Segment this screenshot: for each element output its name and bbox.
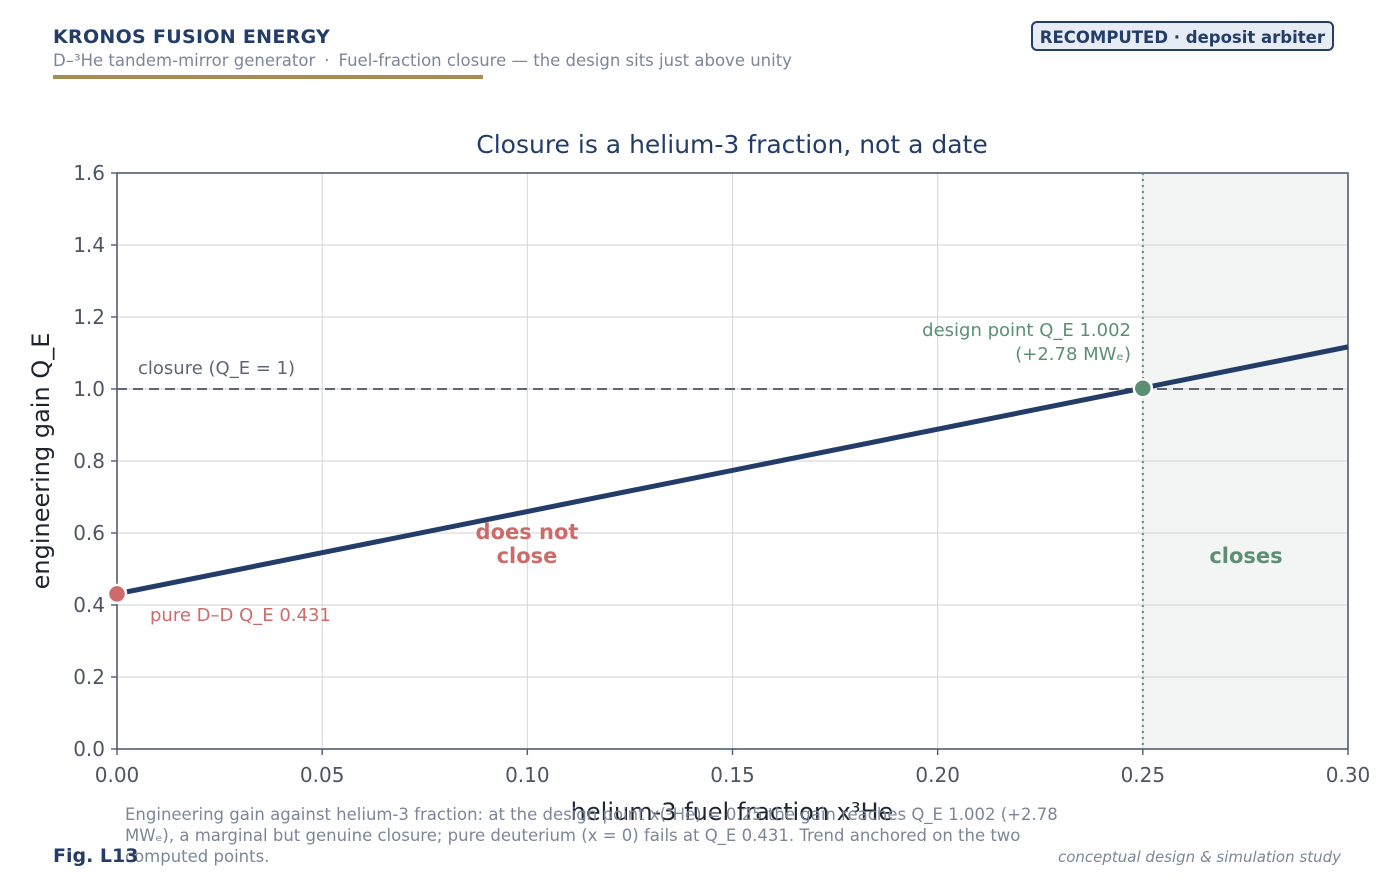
design-point [1132, 378, 1154, 399]
y-axis-label: engineering gain Q_E [27, 333, 55, 590]
does-not-close-label-line1: does not [476, 520, 579, 544]
y-tick-label: 0.8 [73, 449, 105, 473]
y-tick-label: 0.2 [73, 665, 105, 689]
x-tick-label: 0.30 [1326, 763, 1371, 787]
subtitle-right: Fuel-fraction closure — the design sits … [338, 51, 792, 70]
x-tick-label: 0.20 [915, 763, 960, 787]
y-tick-label: 1.6 [73, 161, 105, 185]
chart-title: Closure is a helium-3 fraction, not a da… [476, 130, 987, 159]
design-point-label: design point Q_E 1.002 [922, 320, 1131, 341]
footer-note: conceptual design & simulation study [1057, 848, 1341, 866]
x-tick-label: 0.25 [1121, 763, 1166, 787]
header-accent-rule [53, 75, 483, 79]
subtitle-separator: · [324, 51, 330, 70]
does-not-close-label-line2: close [497, 544, 558, 568]
x-tick-label: 0.05 [300, 763, 345, 787]
pure-dd-point [106, 583, 128, 605]
pure-dd-label: pure D–D Q_E 0.431 [150, 605, 331, 626]
x-tick-label: 0.10 [505, 763, 550, 787]
x-tick-label: 0.00 [95, 763, 140, 787]
figure-label: Fig. L13 [53, 845, 139, 867]
y-tick-label: 0.4 [73, 593, 105, 617]
x-axis-label: helium-3 fuel fraction x³He [571, 798, 894, 826]
figure-caption: Engineering gain against helium-3 fracti… [125, 805, 1058, 866]
header-subtitle: D–³He tandem-mirror generator · Fuel-fract… [53, 51, 792, 70]
x-tick-label: 0.15 [710, 763, 755, 787]
y-tick-label: 0.0 [73, 737, 105, 761]
y-tick-label: 1.2 [73, 305, 105, 329]
subtitle-left: D–³He tandem-mirror generator [53, 51, 316, 70]
closes-label: closes [1209, 544, 1282, 568]
y-tick-label: 1.0 [73, 377, 105, 401]
y-tick-label: 1.4 [73, 233, 105, 257]
design-point-power-label: (+2.78 MWₑ) [1015, 344, 1131, 365]
brand-title: KRONOS FUSION ENERGY [53, 26, 331, 48]
closure-line-label: closure (Q_E = 1) [138, 358, 295, 379]
status-badge: RECOMPUTED · deposit arbiter [1030, 21, 1334, 51]
y-tick-label: 0.6 [73, 521, 105, 545]
